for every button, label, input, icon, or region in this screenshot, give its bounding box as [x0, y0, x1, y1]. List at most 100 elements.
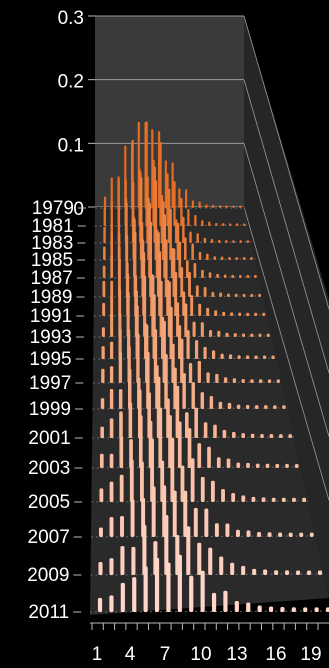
bar — [100, 426, 104, 438]
bar — [219, 292, 223, 297]
x-tick-label: 16 — [265, 644, 286, 665]
bar — [239, 205, 242, 208]
bar — [279, 434, 283, 438]
bar — [232, 240, 235, 243]
bar — [219, 556, 224, 575]
bar — [236, 462, 241, 468]
bar — [109, 595, 114, 612]
bar — [232, 431, 236, 438]
bar — [190, 458, 195, 502]
bar — [178, 188, 181, 208]
bar — [180, 197, 183, 226]
bar — [233, 333, 237, 337]
bar-series — [97, 121, 329, 612]
bar — [269, 434, 274, 438]
bar — [262, 355, 267, 359]
bar — [164, 353, 168, 409]
bar — [214, 310, 218, 316]
bar — [200, 476, 205, 502]
floor-gridline — [92, 381, 283, 384]
bar — [200, 392, 205, 409]
bar — [101, 327, 105, 337]
bar — [118, 389, 123, 409]
bar — [242, 293, 246, 297]
bar — [223, 377, 228, 383]
bar — [99, 488, 104, 502]
bar — [223, 590, 228, 612]
side-wall — [244, 16, 329, 598]
bar — [231, 274, 235, 278]
bar — [185, 189, 188, 208]
bar — [187, 428, 192, 468]
bar — [237, 355, 241, 359]
bar — [101, 368, 105, 383]
bar — [201, 220, 204, 226]
bar — [254, 405, 259, 409]
bar — [258, 293, 261, 297]
bar — [203, 422, 208, 438]
bar — [226, 458, 231, 468]
bar — [177, 554, 182, 612]
bar — [109, 389, 114, 409]
bar — [235, 257, 239, 260]
bar — [196, 233, 199, 243]
bar — [250, 257, 253, 260]
bar — [208, 547, 213, 575]
bar — [264, 405, 268, 409]
bar — [109, 453, 114, 468]
x-tick-label: 1 — [92, 644, 103, 665]
bar — [209, 329, 213, 337]
bar — [173, 180, 176, 226]
bar — [136, 333, 140, 383]
bar — [280, 607, 285, 612]
z-gridline-side — [243, 15, 329, 310]
z-gridline-side — [243, 143, 329, 437]
bar — [194, 340, 199, 359]
bar — [186, 330, 190, 359]
bar — [276, 379, 280, 383]
bar — [201, 269, 204, 278]
z-axis-ticks: 0.3 0.2 0.1 0 — [58, 8, 95, 220]
bar — [169, 208, 172, 260]
bar — [231, 493, 236, 502]
bar — [260, 433, 264, 438]
bar — [254, 355, 258, 359]
bar — [234, 601, 239, 612]
bar — [288, 434, 293, 438]
y-tick-label: 1985 — [31, 250, 73, 271]
bar — [110, 341, 114, 359]
bar — [227, 402, 232, 409]
bar — [285, 463, 289, 468]
bar — [120, 582, 125, 612]
bar — [198, 201, 201, 208]
y-tick-label: 2007 — [28, 527, 70, 548]
x-tick-label: 19 — [300, 644, 321, 665]
bar — [291, 607, 296, 612]
bar — [180, 338, 184, 383]
bar — [274, 570, 279, 575]
floor-gridline — [90, 610, 329, 613]
bar — [185, 260, 189, 278]
bar — [103, 246, 106, 260]
bar — [118, 328, 122, 359]
bar — [102, 280, 106, 297]
bar — [235, 529, 240, 537]
bar — [250, 379, 254, 383]
y-tick-label: 1995 — [29, 349, 71, 370]
bar — [228, 257, 231, 260]
bar — [222, 223, 225, 226]
z-tick-label: 0.3 — [58, 8, 84, 29]
bar — [222, 429, 227, 438]
bar — [267, 379, 272, 383]
bar — [164, 515, 169, 575]
bar — [225, 205, 228, 208]
bar — [261, 497, 266, 502]
bar — [258, 333, 262, 337]
bar — [182, 373, 186, 409]
bar — [103, 226, 106, 243]
bar — [142, 524, 147, 575]
bar — [177, 421, 182, 468]
bar — [267, 532, 272, 537]
bar — [314, 607, 319, 612]
